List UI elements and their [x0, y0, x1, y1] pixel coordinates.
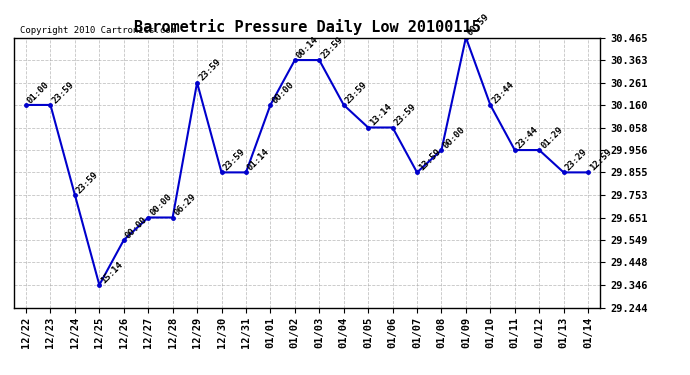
- Text: 00:14: 00:14: [295, 35, 320, 60]
- Text: 01:00: 01:00: [26, 80, 51, 105]
- Text: 00:00: 00:00: [270, 80, 296, 105]
- Text: 01:14: 01:14: [246, 147, 271, 172]
- Text: 23:59: 23:59: [393, 102, 418, 128]
- Text: 23:59: 23:59: [319, 35, 344, 60]
- Text: 00:59: 00:59: [466, 12, 491, 38]
- Text: 06:29: 06:29: [172, 192, 198, 217]
- Text: 00:00: 00:00: [442, 125, 467, 150]
- Text: Copyright 2010 Cartronics.com: Copyright 2010 Cartronics.com: [19, 26, 175, 35]
- Text: 23:44: 23:44: [491, 80, 515, 105]
- Text: 15:14: 15:14: [99, 260, 125, 285]
- Text: 13:59: 13:59: [417, 147, 442, 172]
- Text: 00:00: 00:00: [148, 192, 174, 217]
- Text: 23:44: 23:44: [515, 125, 540, 150]
- Text: 23:59: 23:59: [344, 80, 369, 105]
- Text: 01:29: 01:29: [539, 125, 564, 150]
- Text: 23:59: 23:59: [50, 80, 76, 105]
- Text: 12:59: 12:59: [588, 147, 613, 172]
- Title: Barometric Pressure Daily Low 20100115: Barometric Pressure Daily Low 20100115: [134, 19, 480, 35]
- Text: 23:59: 23:59: [221, 147, 247, 172]
- Text: 23:59: 23:59: [197, 57, 222, 82]
- Text: 23:59: 23:59: [75, 170, 100, 195]
- Text: 23:29: 23:29: [564, 147, 589, 172]
- Text: 00:00: 00:00: [124, 215, 149, 240]
- Text: 13:14: 13:14: [368, 102, 393, 128]
